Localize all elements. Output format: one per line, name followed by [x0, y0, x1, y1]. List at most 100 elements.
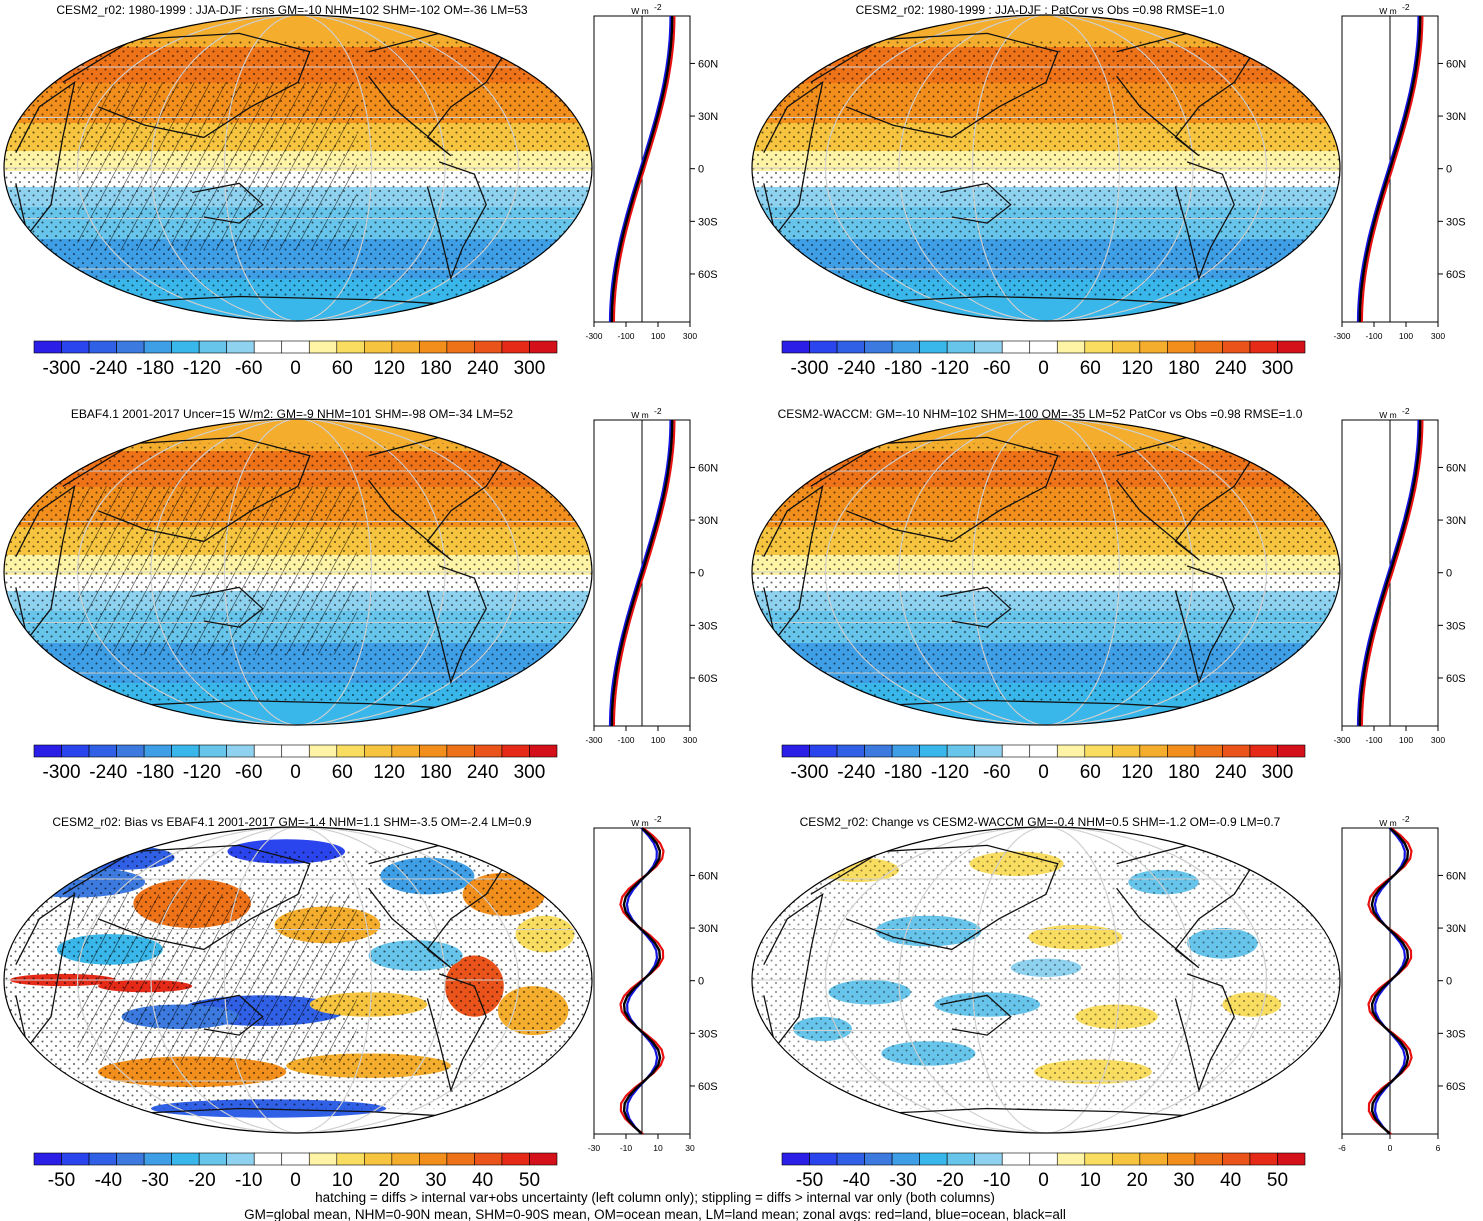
lat-label: 30N [1446, 923, 1466, 935]
lat-label: 60S [698, 673, 718, 685]
meridian-line [150, 419, 446, 725]
colorbar-label: 0 [1038, 358, 1049, 379]
field-band [4, 311, 592, 316]
colorbar-label: -20 [936, 1170, 963, 1191]
colorbar-label: 10 [1080, 1170, 1101, 1191]
field-band [4, 23, 592, 28]
colorbar-label: 240 [1215, 358, 1247, 379]
colorbar-swatch [1084, 744, 1113, 758]
map-field [4, 419, 592, 725]
colorbar-swatch [1222, 1152, 1251, 1166]
colorbar-swatch [891, 744, 920, 758]
colorbar-swatch [891, 340, 920, 354]
lat-label: 60S [1446, 673, 1466, 685]
field-band [752, 319, 1340, 321]
panel-ebaf: EBAF4.1 2001-2017 Uncer=15 W/m2: GM=-9 N… [3, 406, 718, 783]
continent-outline [810, 844, 1059, 951]
colorbar-swatch [198, 1152, 227, 1166]
lat-label: 30N [1446, 515, 1466, 527]
zonal-plot: W m -2 -300 -100 100 300 60N 30N 0 30S 60S [1333, 2, 1466, 341]
colorbar-swatch [974, 744, 1003, 758]
colorbar-swatch [143, 1152, 172, 1166]
continent-outline [192, 586, 264, 628]
zonal-unit: W m [631, 6, 648, 16]
field-band [752, 1111, 1340, 1116]
lat-label: 0 [698, 976, 704, 988]
zonal-tick-label: -100 [1365, 331, 1382, 341]
colorbar-label: 50 [1267, 1170, 1288, 1191]
colorbar-swatch [474, 1152, 503, 1166]
continent-outline [192, 994, 264, 1036]
field-band [752, 719, 1340, 724]
colorbar-swatch [1249, 744, 1278, 758]
zonal-all-line [1358, 15, 1422, 323]
colorbar-swatch [1112, 1152, 1141, 1166]
meridian-line [898, 15, 1194, 321]
colorbar-label: 0 [290, 1170, 301, 1191]
meridian-line [77, 15, 519, 321]
colorbar: -50 -40 -30 -20 -10 0 10 20 30 40 50 [33, 1152, 558, 1191]
map-field [4, 827, 592, 1133]
colorbar-label: 30 [1173, 1170, 1194, 1191]
lat-label: 60N [1446, 870, 1466, 882]
zonal-tick-label: 100 [651, 735, 665, 745]
panel-title: CESM2_r02: 1980-1999 : JJA-DJF : PatCor … [856, 3, 1225, 17]
colorbar: -300 -240 -180 -120 -60 0 60 120 180 240 300 [33, 340, 558, 379]
colorbar-swatch [391, 744, 420, 758]
field-band [4, 1127, 592, 1132]
graticule [4, 419, 592, 725]
colorbar-label: 0 [1038, 762, 1049, 783]
colorbar-label: 300 [514, 358, 546, 379]
colorbar-swatch [919, 1152, 948, 1166]
continent-outline [62, 32, 311, 139]
zonal-tick-label: 0 [1388, 1143, 1393, 1153]
field-band [752, 843, 1340, 848]
colorbar-swatch [391, 340, 420, 354]
colorbar-swatch [1029, 744, 1058, 758]
zonal-all-line [610, 419, 674, 727]
colorbar-swatch [61, 1152, 90, 1166]
colorbar-label: -240 [837, 358, 875, 379]
zonal-unit: W m [1379, 410, 1396, 420]
meridian-line [224, 419, 372, 725]
field-band [4, 711, 592, 716]
zonal-tick-label: -100 [617, 331, 634, 341]
continent-outline [192, 182, 264, 224]
colorbar-label: 120 [1121, 762, 1153, 783]
field-band [4, 315, 592, 320]
colorbar-swatch [836, 340, 865, 354]
continent-outline [810, 32, 1059, 139]
field-band [752, 715, 1340, 720]
zonal-land-line [612, 419, 676, 727]
colorbar-label: -60 [983, 762, 1010, 783]
colorbar-label: -180 [136, 762, 174, 783]
field-band [752, 1107, 1340, 1112]
field-band [752, 19, 1340, 24]
field-band [4, 715, 592, 720]
field-band [4, 831, 592, 836]
colorbar-label: 10 [332, 1170, 353, 1191]
field-band [752, 307, 1340, 312]
meridian-line [825, 15, 1267, 321]
colorbar-swatch [919, 340, 948, 354]
colorbar-label: -300 [791, 358, 829, 379]
field-band [4, 431, 592, 436]
meridian-line [972, 15, 1120, 321]
colorbar-swatch [88, 1152, 117, 1166]
field-band [752, 315, 1340, 320]
lat-label: 60S [698, 1081, 718, 1093]
colorbar-swatch [1001, 340, 1031, 354]
field-band [4, 15, 592, 20]
field-band [4, 707, 592, 712]
zonal-tick-label: 10 [653, 1143, 663, 1153]
colorbar-label: -60 [983, 358, 1010, 379]
panel-change: CESM2_r02: Change vs CESM2-WACCM GM=-0.4… [751, 814, 1466, 1191]
continent-outline [810, 436, 1059, 543]
colorbar-swatch [391, 1152, 420, 1166]
colorbar-swatch [864, 744, 893, 758]
graticule [4, 827, 592, 1133]
colorbar-swatch [864, 340, 893, 354]
field-band [4, 31, 592, 36]
zonal-tick-label: 300 [683, 735, 697, 745]
continent-outline [109, 295, 475, 307]
